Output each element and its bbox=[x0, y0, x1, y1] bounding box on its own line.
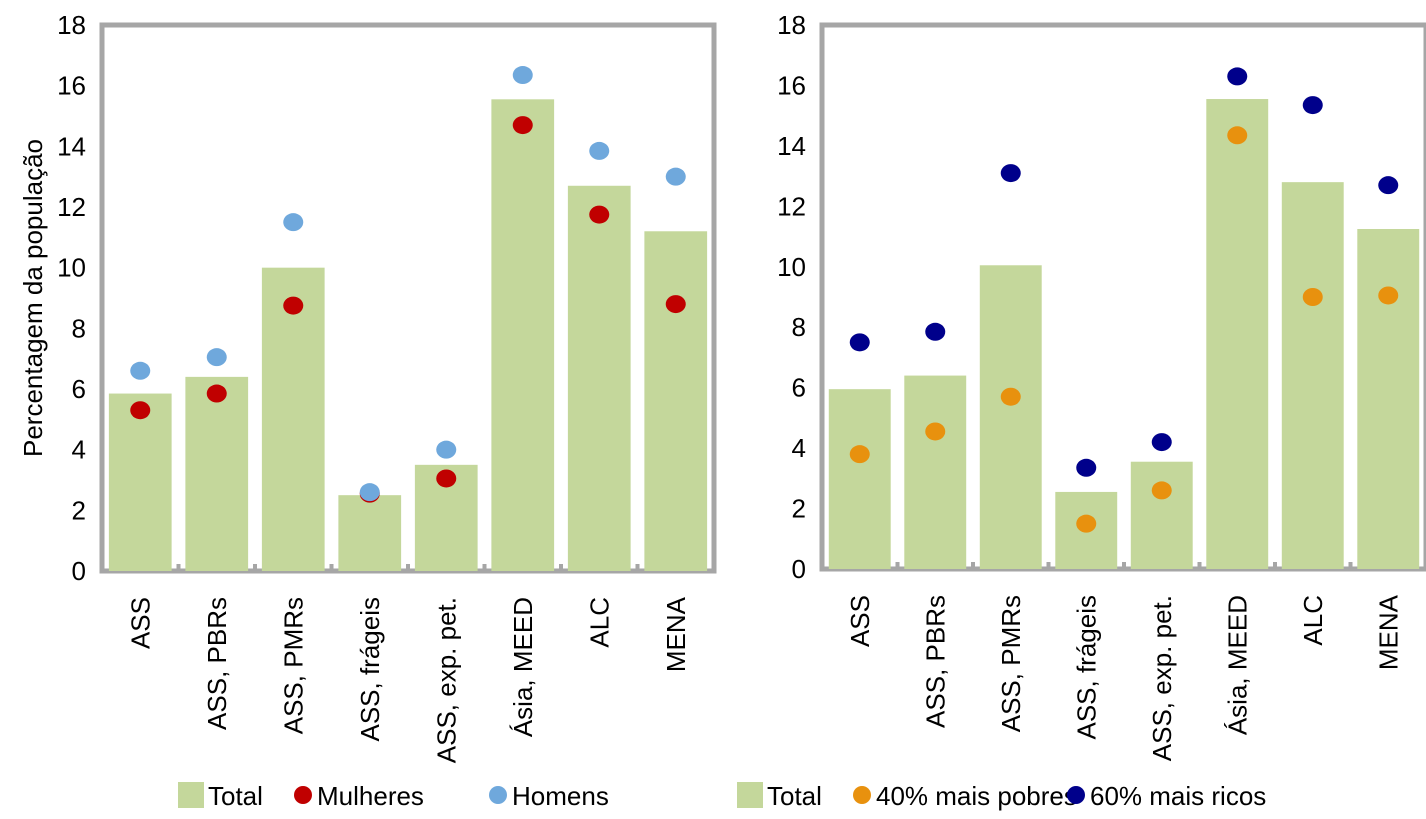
x-category-label: ASS bbox=[845, 595, 875, 647]
y-tick-label: 8 bbox=[72, 313, 86, 343]
dot-2 bbox=[436, 440, 457, 459]
dot-2 bbox=[130, 361, 151, 380]
dot-2 bbox=[359, 483, 380, 502]
bar bbox=[979, 265, 1042, 569]
legend-swatch bbox=[737, 782, 763, 808]
dot-2 bbox=[1227, 67, 1248, 86]
y-tick-label: 18 bbox=[57, 10, 86, 40]
dot-2 bbox=[1151, 433, 1172, 452]
dot-1 bbox=[283, 296, 304, 315]
dot-1 bbox=[1302, 288, 1323, 306]
dot-2 bbox=[1302, 96, 1323, 115]
left-chart: 0 2 4 6 8 10 12 14 16 18 ASS ASS, PBRs ASS, PMRs ASS,… bbox=[18, 10, 717, 811]
dot-1 bbox=[206, 384, 227, 403]
legend-marker bbox=[853, 786, 871, 804]
x-category-label: ASS, frágeis bbox=[355, 597, 385, 742]
y-tick-label: 0 bbox=[72, 556, 86, 586]
bar bbox=[108, 393, 172, 571]
dot-1 bbox=[436, 469, 457, 488]
dot-2 bbox=[849, 333, 870, 352]
y-tick-label: 6 bbox=[792, 373, 806, 403]
bar bbox=[1281, 182, 1344, 569]
legend-marker bbox=[489, 786, 507, 804]
y-tick-label: 16 bbox=[57, 71, 86, 101]
y-tick-label: 12 bbox=[57, 192, 86, 222]
legend-label: Mulheres bbox=[317, 781, 424, 811]
dot-2 bbox=[589, 141, 610, 160]
dot-1 bbox=[1000, 387, 1021, 406]
dot-2 bbox=[925, 322, 946, 341]
dot-1 bbox=[665, 295, 686, 314]
x-category-label: ASS bbox=[125, 597, 155, 649]
y-tick-label: 10 bbox=[57, 253, 86, 283]
dot-1 bbox=[1227, 126, 1248, 145]
x-category-label: MENA bbox=[661, 596, 691, 672]
dot-1 bbox=[1076, 514, 1097, 533]
legend-label: Homens bbox=[512, 781, 609, 811]
y-tick-label: 14 bbox=[777, 131, 806, 161]
bar bbox=[338, 495, 402, 571]
dot-1 bbox=[1151, 481, 1172, 500]
dot-1 bbox=[512, 116, 533, 135]
legend-marker bbox=[1067, 786, 1085, 804]
dot-2 bbox=[206, 348, 227, 367]
y-axis-label: Percentagem da população bbox=[18, 139, 48, 457]
x-category-label: ASS, PMRs bbox=[278, 597, 308, 734]
legend-label: 60% mais ricos bbox=[1090, 781, 1266, 811]
x-category-label: Ásia, MEED bbox=[1222, 595, 1252, 735]
dot-1 bbox=[849, 445, 870, 464]
y-tick-label: 4 bbox=[792, 433, 806, 463]
y-tick-label: 12 bbox=[777, 191, 806, 221]
y-tick-label: 18 bbox=[777, 10, 806, 40]
dot-2 bbox=[665, 167, 686, 186]
y-tick-label: 6 bbox=[72, 374, 86, 404]
dot-2 bbox=[283, 213, 304, 232]
legend-label: 40% mais pobres bbox=[876, 781, 1077, 811]
x-category-label: ASS, frágeis bbox=[1071, 595, 1101, 740]
dot-1 bbox=[589, 205, 610, 224]
x-category-label: ASS, PMRs bbox=[996, 595, 1026, 732]
x-category-label: Ásia, MEED bbox=[508, 597, 538, 737]
x-category-label: ALC bbox=[584, 597, 614, 648]
right-chart: 0 2 4 6 8 10 12 14 16 18 ASS ASS, PBRs ASS, PMRs ASS,… bbox=[737, 10, 1426, 811]
legend-swatch bbox=[178, 782, 204, 808]
dot-1 bbox=[925, 422, 946, 441]
bar bbox=[644, 231, 708, 571]
dot-1 bbox=[130, 401, 151, 420]
y-tick-label: 0 bbox=[792, 554, 806, 584]
x-category-label: ASS, PBRs bbox=[202, 597, 232, 730]
bar bbox=[1206, 99, 1269, 570]
y-tick-label: 8 bbox=[792, 312, 806, 342]
dot-2 bbox=[1378, 176, 1399, 195]
y-tick-label: 14 bbox=[57, 131, 86, 161]
y-tick-label: 2 bbox=[72, 495, 86, 525]
legend-label: Total bbox=[767, 781, 822, 811]
y-tick-label: 4 bbox=[72, 435, 86, 465]
x-category-label: ASS, exp. pet. bbox=[431, 597, 461, 763]
x-category-label: ASS, exp. pet. bbox=[1147, 595, 1177, 761]
dot-2 bbox=[1076, 458, 1097, 477]
bar bbox=[904, 375, 967, 569]
dot-1 bbox=[1378, 286, 1399, 305]
x-category-label: MENA bbox=[1373, 594, 1403, 670]
y-tick-label: 16 bbox=[777, 70, 806, 100]
y-tick-label: 2 bbox=[792, 494, 806, 524]
x-category-label: ASS, PBRs bbox=[920, 595, 950, 728]
bar bbox=[1357, 229, 1420, 569]
legend-label: Total bbox=[208, 781, 263, 811]
bar bbox=[261, 267, 325, 571]
bar bbox=[567, 185, 631, 571]
bar bbox=[491, 99, 555, 572]
bar bbox=[1130, 461, 1193, 569]
bar bbox=[185, 376, 249, 571]
dot-2 bbox=[512, 66, 533, 85]
dot-2 bbox=[1000, 164, 1021, 183]
y-tick-label: 10 bbox=[777, 252, 806, 282]
legend-marker bbox=[294, 786, 312, 804]
bar bbox=[828, 389, 891, 569]
x-category-label: ALC bbox=[1298, 595, 1328, 646]
